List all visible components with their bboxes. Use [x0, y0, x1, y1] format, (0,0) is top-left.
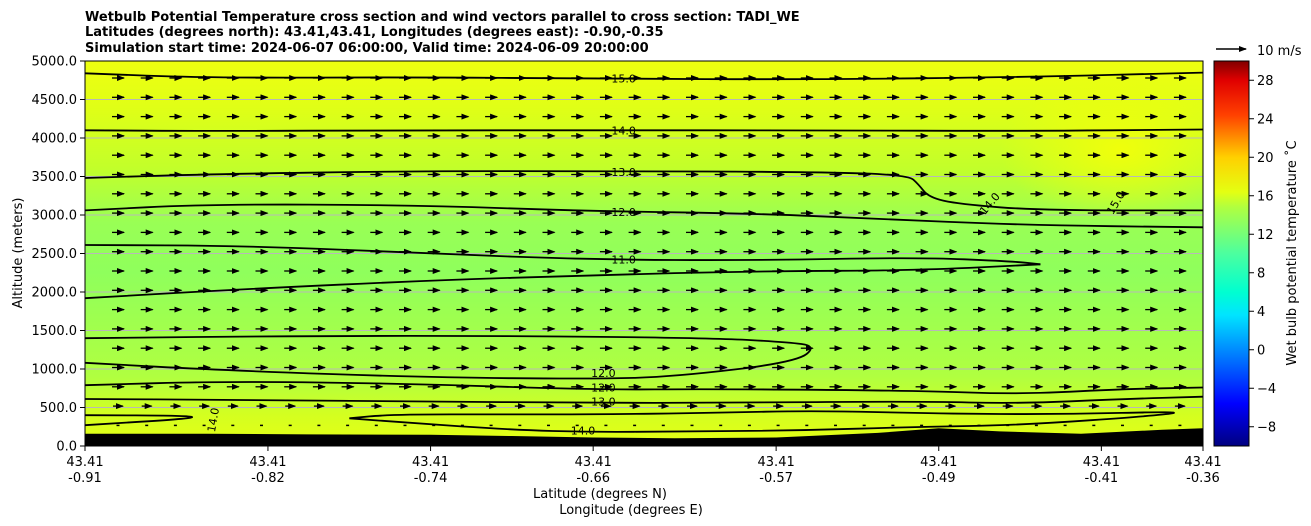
contour-line: [85, 414, 193, 427]
x-tick-label-lat: 43.41: [1083, 455, 1120, 470]
contour-label: 11.0: [611, 254, 636, 267]
contour-line: [85, 334, 812, 380]
x-tick-label-lat: 43.41: [1184, 455, 1221, 470]
x-tick-label-lon: -0.57: [759, 471, 793, 486]
y-tick-label: 2500.0: [32, 247, 78, 262]
contour-line: [85, 395, 1203, 404]
wind-key: 10 m/s: [1216, 44, 1302, 59]
contour-line: [85, 170, 1203, 212]
y-tick-label: 2000.0: [32, 286, 78, 301]
colorbar-ticks: −8 −4 0 4 8 12 16 20 24 28: [1249, 74, 1276, 435]
x-tick-label-lat: 43.41: [758, 455, 795, 470]
contour-line: [85, 128, 1203, 132]
colorbar-label: Wet bulb potential temperature ˚C: [1284, 140, 1300, 365]
colorbar-tick-label: 28: [1257, 74, 1274, 89]
colorbar-tick-label: 8: [1257, 266, 1265, 281]
contour-line: [85, 203, 1203, 229]
contour-label: 14.0: [571, 425, 596, 438]
contour-label: 12.0: [611, 206, 636, 219]
title-line-1: Wetbulb Potential Temperature cross sect…: [85, 10, 800, 25]
contour-lines: [85, 71, 1203, 433]
x-tick-label-lon: -0.74: [414, 471, 448, 486]
contour-line: [85, 244, 1041, 266]
colorbar-tick-label: −4: [1257, 382, 1276, 397]
chart-title: Wetbulb Potential Temperature cross sect…: [85, 10, 800, 56]
contour-label: 14.0: [205, 407, 222, 433]
colorbar: −8 −4 0 4 8 12 16 20 24 28 Wet bulb potential tem…: [1213, 60, 1300, 447]
contour-line: [349, 410, 1175, 433]
x-tick-label-lon: -0.66: [576, 471, 610, 486]
x-tick-label-lat: 43.41: [920, 455, 957, 470]
x-tick-label-lon: -0.49: [922, 471, 956, 486]
colorbar-tick-label: 20: [1257, 151, 1274, 166]
colorbar-tick-label: 16: [1257, 189, 1274, 204]
title-line-3: Simulation start time: 2024-06-07 06:00:…: [85, 41, 649, 56]
y-tick-label: 0.0: [56, 440, 77, 455]
y-tick-label: 1000.0: [32, 363, 78, 378]
contour-label: 13.0: [611, 166, 636, 179]
y-axis-label: Altitude (meters): [11, 198, 26, 309]
colorbar-tick-label: 0: [1257, 343, 1265, 358]
contour-label: 12.0: [591, 367, 616, 380]
contour-label: 15.0: [611, 73, 636, 86]
terrain-fill: [85, 428, 1203, 446]
y-tick-label: 500.0: [40, 401, 77, 416]
colorbar-tick-label: 12: [1257, 228, 1274, 243]
y-tick-label: 3500.0: [32, 170, 78, 185]
x-tick-label-lon: -0.91: [68, 471, 102, 486]
y-tick-label: 5000.0: [32, 55, 78, 70]
x-tick-label-lon: -0.36: [1186, 471, 1220, 486]
x-tick-label-lon: -0.41: [1085, 471, 1119, 486]
x-axis-label-lat: Latitude (degrees N): [533, 487, 667, 502]
y-tick-label: 4000.0: [32, 132, 78, 147]
y-axis: 0.0 500.0 1000.0 1500.0 2000.0 2500.0 3000.0 35…: [32, 55, 85, 455]
x-tick-label-lat: 43.41: [575, 455, 612, 470]
contour-line: [85, 263, 1041, 300]
x-tick-label-lon: -0.82: [251, 471, 285, 486]
contour-label: 13.0: [591, 395, 616, 408]
x-tick-label-lat: 43.41: [412, 455, 449, 470]
y-tick-label: 3000.0: [32, 209, 78, 224]
title-line-2: Latitudes (degrees north): 43.41,43.41, …: [85, 25, 664, 40]
colorbar-tick-label: −8: [1257, 420, 1276, 435]
colorbar-frame: [1213, 60, 1250, 447]
terrain: [85, 428, 1203, 446]
y-tick-label: 4500.0: [32, 93, 78, 108]
x-tick-label-lat: 43.41: [249, 455, 286, 470]
x-axis: 43.41-0.9143.41-0.8243.41-0.7443.41-0.66…: [66, 446, 1222, 486]
colorbar-tick-label: 24: [1257, 112, 1274, 127]
colorbar-tick-label: 4: [1257, 305, 1265, 320]
contour-label: 14.0: [611, 124, 636, 137]
contour-label: 12.0: [591, 381, 616, 394]
contour-line: [85, 71, 1203, 81]
grid: [85, 99, 1203, 408]
x-tick-label-lat: 43.41: [66, 455, 103, 470]
plot-area: 15.014.013.012.011.012.012.013.014.014.0…: [85, 61, 1203, 446]
x-axis-label-lon: Longitude (degrees E): [559, 503, 703, 518]
y-tick-label: 1500.0: [32, 324, 78, 339]
wind-key-label: 10 m/s: [1257, 44, 1302, 59]
contour-line: [85, 381, 1203, 395]
colorbar-gradient: [1214, 61, 1249, 446]
